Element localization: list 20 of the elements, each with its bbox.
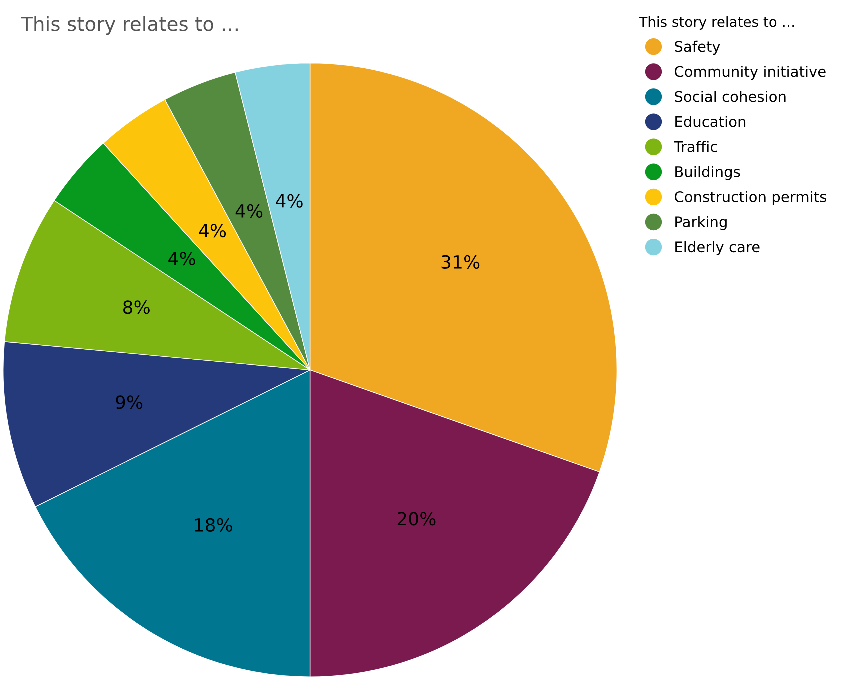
chart-title: This story relates to … bbox=[20, 16, 238, 36]
legend-label: Parking bbox=[676, 216, 727, 230]
legend-label: Community initiative bbox=[674, 66, 826, 80]
legend-label: Education bbox=[676, 116, 746, 128]
data-label: 4% bbox=[168, 252, 196, 266]
legend-label: Safety bbox=[675, 40, 720, 56]
data-label: 20% bbox=[398, 512, 436, 526]
data-label: 31% bbox=[442, 255, 480, 270]
data-label: 4% bbox=[236, 204, 263, 218]
data-label: 4% bbox=[199, 224, 226, 238]
legend-label: Construction permits bbox=[674, 191, 826, 206]
legend-title: This story relates to … bbox=[639, 16, 794, 30]
data-label: 18% bbox=[195, 518, 232, 532]
data-label: 9% bbox=[116, 396, 143, 410]
legend-label: Social cohesion bbox=[675, 90, 786, 102]
data-label: 8% bbox=[124, 300, 150, 314]
legend-label: Elderly care bbox=[676, 241, 760, 256]
legend-label: Traffic bbox=[674, 141, 718, 152]
data-label: 4% bbox=[276, 194, 303, 208]
legend-label: Buildings bbox=[676, 166, 740, 180]
